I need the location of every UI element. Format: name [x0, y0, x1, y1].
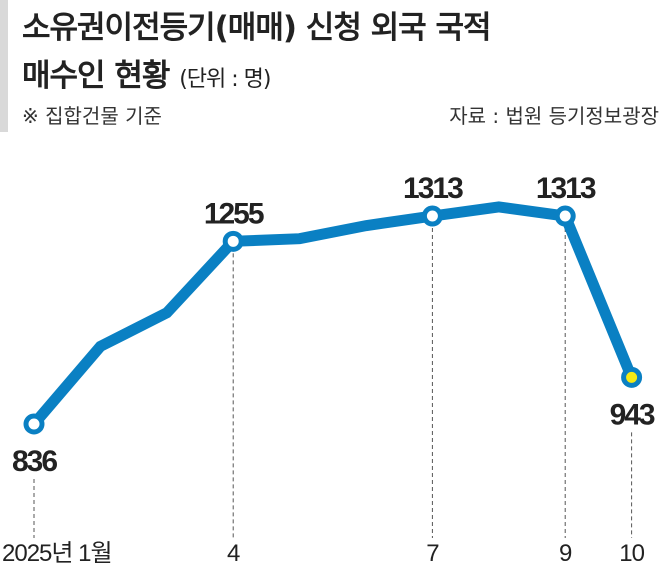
chart-title-line2: 매수인 현황 (단위 : 명)	[22, 50, 272, 95]
point-marker	[621, 366, 643, 388]
unit-label: (단위 : 명)	[179, 67, 271, 92]
data-label: 943	[610, 398, 655, 431]
data-label: 1313	[536, 172, 596, 205]
x-tick-label: 10	[619, 540, 644, 567]
source-label: 자료 : 법원 등기정보광장	[449, 104, 659, 128]
data-label: 1255	[204, 197, 264, 230]
chart-title: 소유권이전등기(매매) 신청 외국 국적	[22, 10, 492, 46]
point-marker	[222, 230, 244, 252]
chart-title-2: 매수인 현황	[22, 58, 170, 94]
accent-bar	[0, 0, 8, 132]
x-tick-label: 4	[227, 540, 240, 567]
x-tick-label: 9	[559, 540, 572, 567]
data-label: 1313	[403, 172, 463, 205]
series-line	[29, 201, 637, 428]
point-marker	[23, 413, 45, 435]
footnote: ※ 집합건물 기준	[22, 104, 162, 128]
x-tick-label: 7	[426, 540, 439, 567]
x-tick-label: 2025년 1월	[2, 540, 112, 567]
data-label: 836	[12, 445, 57, 478]
point-marker	[554, 205, 576, 227]
point-marker	[421, 205, 443, 227]
